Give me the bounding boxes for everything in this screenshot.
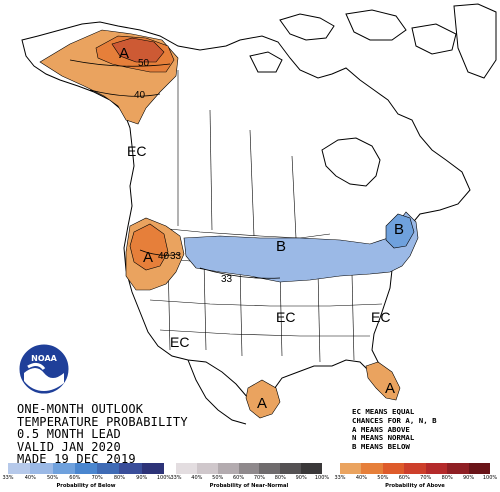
scale-swatch: [447, 463, 469, 474]
scale-swatch: [8, 463, 31, 474]
title-line: MADE 19 DEC 2019: [17, 452, 136, 467]
scale-tick-label: 50%: [377, 475, 389, 481]
legend-line: EC MEANS EQUAL: [352, 407, 415, 416]
label-ec-central: EC: [276, 309, 295, 325]
scale-tick-label: 70%: [253, 475, 265, 481]
scale-tick-label: 100%: [156, 475, 172, 481]
scale-swatch: [119, 463, 142, 474]
scale-tick-label: 40%: [355, 475, 367, 481]
scale-tick-label: 90%: [295, 475, 307, 481]
legend-line: N MEANS NORMAL: [352, 433, 415, 443]
northeast-below-core: [385, 213, 415, 249]
label-alaska-a: A: [119, 45, 129, 62]
scale-swatch: [74, 463, 98, 474]
scale-tick-label: 100%: [482, 475, 498, 481]
logo-text: NOAA: [31, 354, 57, 363]
scale-tick-label: 60%: [69, 475, 81, 481]
label-b-central: B: [276, 238, 286, 255]
scale-tick-label: 70%: [420, 475, 432, 481]
title-line: ONE-MONTH OUTLOOK: [17, 402, 144, 416]
scale-below-swatches: [8, 463, 164, 474]
scale-tick-label: 70%: [91, 475, 103, 481]
scale-swatch: [425, 463, 448, 474]
scale-swatch: [301, 463, 323, 474]
scale-normal-ticks: 33% 40% 50% 60% 70% 80% 90% 100%: [170, 475, 329, 483]
label-ec-sw: EC: [170, 334, 189, 350]
label-ec-west-canada: EC: [127, 143, 146, 159]
scale-swatch: [238, 463, 260, 474]
label-texas-a: A: [257, 395, 267, 412]
noaa-logo: NOAA: [18, 343, 70, 395]
legend-line: CHANCES FOR A, N, B: [352, 415, 437, 425]
scale-above-swatches: [340, 463, 490, 474]
scale-tick-label: 90%: [136, 475, 148, 481]
scale-tick-label: 100%: [314, 475, 330, 481]
scale-swatch: [217, 463, 239, 474]
scale-tick-label: 80%: [441, 475, 453, 481]
below-regions: [183, 211, 419, 283]
label-b-northeast: B: [394, 221, 404, 238]
scale-tick-label: 40%: [191, 475, 203, 481]
scale-below-title: Probability of Below: [56, 483, 116, 489]
scale-above-ticks: 33% 40% 50% 60% 70% 80% 90% 100%: [334, 475, 497, 483]
scale-swatch: [259, 463, 281, 474]
texas-above-region: [245, 379, 281, 419]
scale-tick-label: 80%: [113, 475, 125, 481]
label-ec-east: EC: [371, 309, 390, 325]
scale-tick-label: 40%: [24, 475, 36, 481]
scale-swatch: [382, 463, 405, 474]
pnw-above-core: [129, 223, 169, 271]
scale-tick-label: 50%: [47, 475, 59, 481]
scale-swatch: [97, 463, 120, 474]
legend-line: A MEANS ABOVE: [352, 424, 410, 434]
scale-tick-label: 90%: [463, 475, 475, 481]
label-florida-a: A: [385, 380, 395, 397]
outlook-map: A 50 40 EC A 40 33 33 B B EC EC EC A A: [21, 3, 497, 425]
central-below-region: [183, 211, 419, 283]
scale-normal: 33% 40% 50% 60% 70% 80% 90% 100% Probability of…: [170, 463, 329, 492]
scale-tick-label: 50%: [212, 475, 224, 481]
scale-tick-label: 33%: [2, 475, 14, 481]
above-regions: [39, 29, 401, 419]
scale-tick-label: 60%: [233, 475, 245, 481]
scale-swatch: [52, 463, 75, 474]
outlook-title-block: ONE-MONTH OUTLOOK TEMPERATURE PROBABILIT…: [17, 403, 217, 466]
scale-swatch: [361, 463, 383, 474]
legend-explanation: EC MEANS EQUAL CHANCES FOR A, N, B A MEA…: [352, 407, 497, 452]
contour-lines: [69, 59, 281, 279]
florida-above-region: [365, 361, 401, 401]
label-pnw-40: 40: [158, 251, 170, 262]
label-pnw-33: 33: [170, 251, 182, 262]
scale-swatch: [404, 463, 426, 474]
scale-above: 33% 40% 50% 60% 70% 80% 90% 100% Probability of…: [334, 463, 497, 492]
scale-tick-label: 80%: [274, 475, 286, 481]
label-pnw-a: A: [143, 249, 153, 266]
scale-swatch: [30, 463, 53, 474]
scale-below: 33% 40% 50% 60% 70% 80% 90% 100% Probability of…: [2, 463, 171, 492]
boundary-lines: [137, 70, 383, 363]
scale-tick-label: 33%: [334, 475, 346, 481]
scale-above-title: Probability of Above: [385, 483, 445, 489]
scale-tick-label: 33%: [170, 475, 182, 481]
title-line: VALID JAN 2020: [17, 439, 121, 454]
title-line: 0.5 MONTH LEAD: [17, 427, 121, 442]
map-labels: A 50 40 EC A 40 33 33 B B EC EC EC A A: [119, 45, 404, 412]
scale-swatch: [340, 463, 362, 474]
scale-swatch: [141, 463, 164, 474]
label-contour-40-ak: 40: [134, 90, 146, 101]
scale-normal-swatches: [176, 463, 323, 474]
scale-normal-title: Probability of Near-Normal: [209, 483, 289, 489]
alaska-above-inner: [111, 37, 165, 63]
scale-swatch: [196, 463, 218, 474]
label-plains-33: 33: [221, 274, 233, 285]
scale-swatch: [176, 463, 197, 474]
legend-line: B MEANS BELOW: [352, 442, 410, 452]
scale-swatch: [280, 463, 302, 474]
title-line: TEMPERATURE PROBABILITY: [17, 414, 188, 429]
scale-swatch: [468, 463, 490, 474]
label-contour-50: 50: [138, 58, 150, 69]
scale-tick-label: 60%: [398, 475, 410, 481]
scale-below-ticks: 33% 40% 50% 60% 70% 80% 90% 100%: [2, 475, 171, 483]
